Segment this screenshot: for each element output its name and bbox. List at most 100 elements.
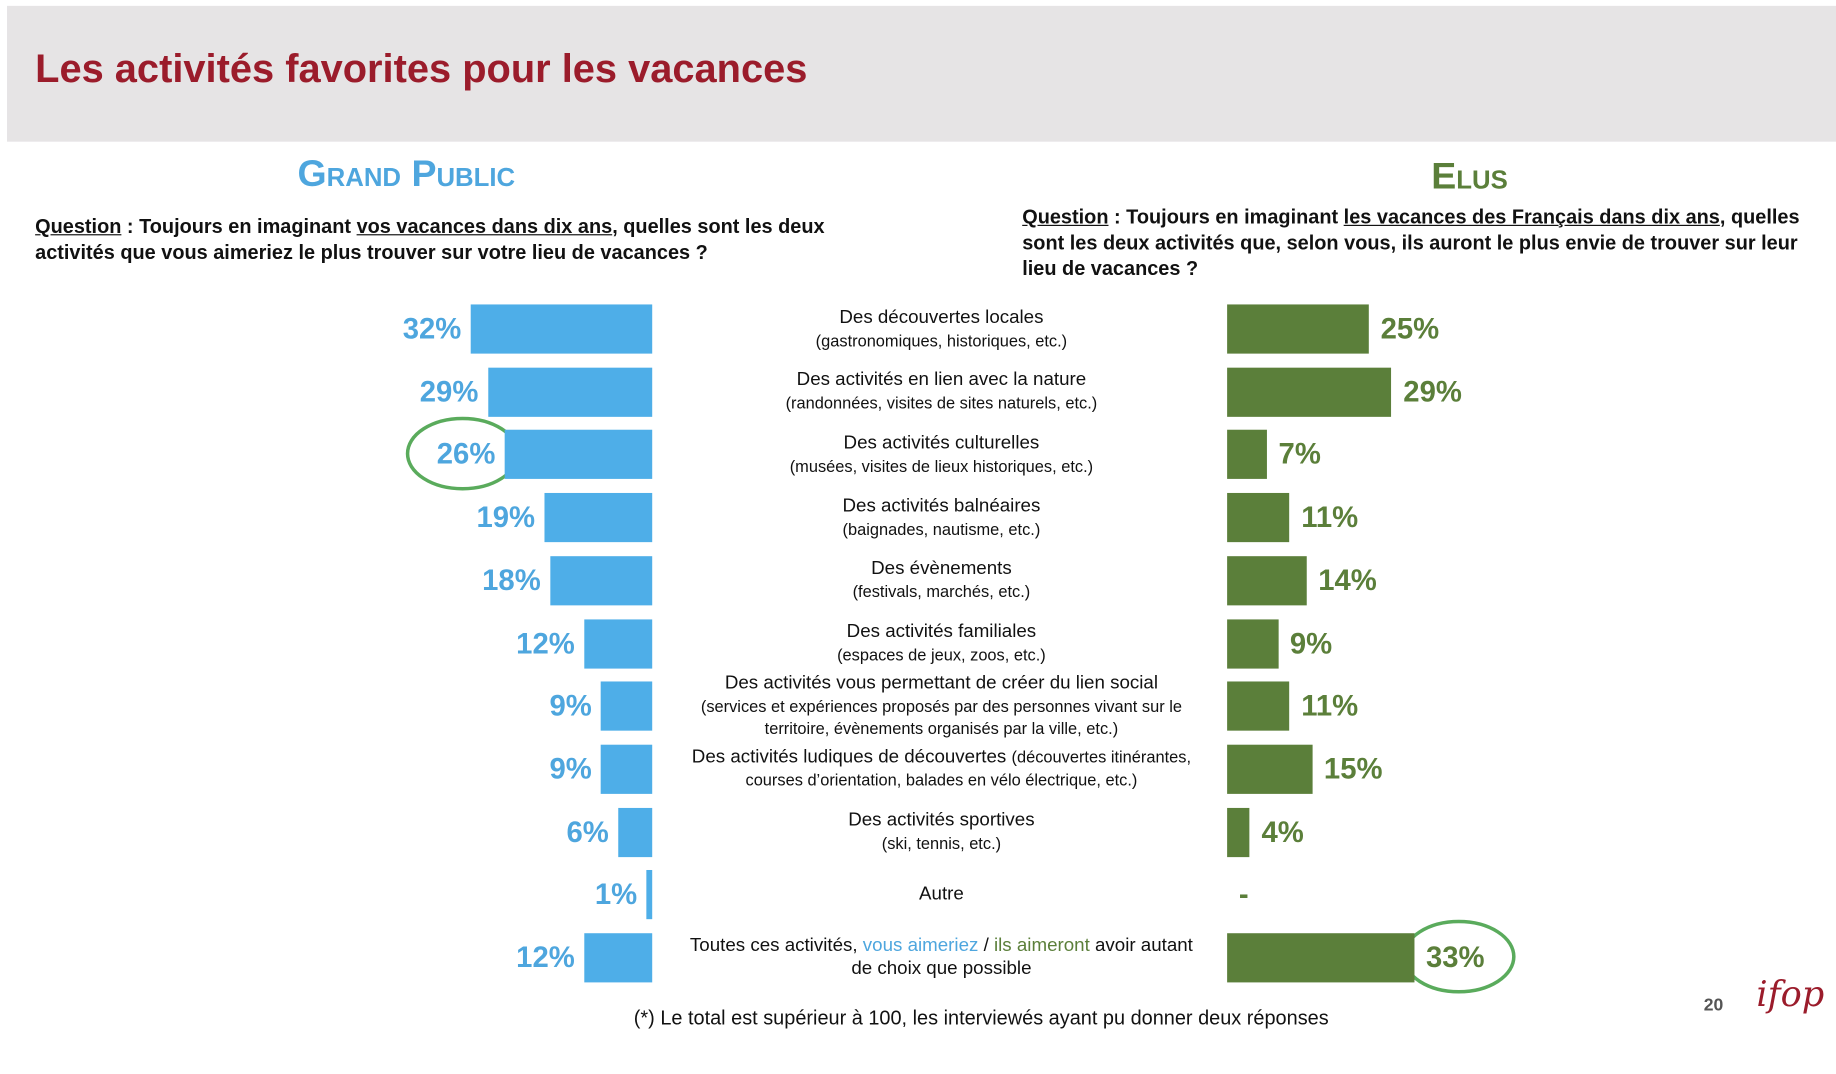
category-label: Des découvertes locales (gastronomiques, … xyxy=(684,294,1199,364)
category-main: Des évènements xyxy=(871,558,1012,579)
category-label: Des évènements (festivals, marchés, etc.) xyxy=(684,545,1199,615)
bar xyxy=(1227,681,1290,731)
value-label: 4% xyxy=(1261,815,1304,849)
category-text: Des activités ludiques de découvertes (d… xyxy=(684,746,1199,793)
bar xyxy=(584,618,653,669)
value-label: 9% xyxy=(549,752,592,786)
value-label: 9% xyxy=(549,689,592,723)
category-text: Autre xyxy=(684,883,1199,906)
category-note: (découvertes itinérantes, courses d’orie… xyxy=(745,746,1192,790)
bar xyxy=(487,367,653,417)
category-main: Des activités balnéaires xyxy=(842,495,1041,516)
category-text: Des découvertes locales xyxy=(684,306,1199,329)
bar xyxy=(1227,933,1415,983)
bar xyxy=(504,430,653,480)
category-segment: ils aimeront xyxy=(993,935,1090,956)
category-text: Des activités familiales xyxy=(684,621,1199,644)
value-label: 12% xyxy=(516,941,575,975)
category-label: Des activités sportives (ski, tennis, etc… xyxy=(684,797,1199,867)
category-text: Toutes ces activités, vous aimeriez / il… xyxy=(684,934,1199,981)
category-main: Des activités ludiques de découvertes xyxy=(691,746,1007,767)
bar xyxy=(1227,367,1392,417)
bar xyxy=(470,304,653,354)
value-label: 1% xyxy=(594,878,638,912)
value-label: 25% xyxy=(1380,312,1440,346)
bar xyxy=(1227,744,1313,794)
category-note: (festivals, marchés, etc.) xyxy=(852,582,1031,602)
value-label: 26% xyxy=(436,438,496,472)
category-segment: vous aimeriez xyxy=(862,935,979,956)
bar xyxy=(601,744,653,794)
category-segment: / xyxy=(978,935,994,956)
value-label: 19% xyxy=(476,501,536,535)
question-text: , quelles sont les deux activités que, s… xyxy=(1022,206,1800,280)
slide-title: Les activités favorites pour les vacance… xyxy=(35,46,808,92)
panel-title: Elus xyxy=(1431,154,1508,197)
category-label: Des activités en lien avec la nature (ran… xyxy=(684,357,1199,427)
category-text: Des évènements xyxy=(684,558,1199,581)
value-label: 14% xyxy=(1318,564,1377,597)
category-text: Des activités balnéaires xyxy=(684,495,1199,518)
bar xyxy=(601,681,653,731)
question-label: Question xyxy=(1022,206,1109,229)
category-text: Des activités vous permettant de créer d… xyxy=(684,672,1199,695)
value-label: 15% xyxy=(1323,752,1383,786)
question-label: Question xyxy=(35,215,122,238)
footnote: (*) Le total est supérieur à 100, les in… xyxy=(633,1006,1329,1030)
category-text: Des activités en lien avec la nature xyxy=(684,369,1199,392)
category-note: (services et expériences proposés par de… xyxy=(700,696,1182,738)
question-text: , quelles sont les deux activités que vo… xyxy=(35,215,825,264)
category-main: Des activités culturelles xyxy=(843,433,1040,454)
bar xyxy=(1227,493,1290,543)
question-text: : Toujours en imaginant xyxy=(1108,206,1344,229)
value-label: 32% xyxy=(402,312,462,346)
question-emphasis: vos vacances dans dix ans xyxy=(356,215,613,238)
category-label: Des activités familiales (espaces de jeux… xyxy=(684,608,1199,678)
question-text: : Toujours en imaginant xyxy=(121,215,357,238)
bar xyxy=(550,555,653,606)
header-band xyxy=(7,5,1836,142)
value-label: 11% xyxy=(1301,501,1359,535)
question: Question : Toujours en imaginant vos vac… xyxy=(35,214,843,266)
value-label: 6% xyxy=(566,815,609,849)
bar xyxy=(584,933,653,983)
logo: ifop xyxy=(1756,974,1825,1016)
category-note: (gastronomiques, historiques, etc.) xyxy=(815,330,1068,350)
bar xyxy=(1227,807,1250,857)
value-label: 7% xyxy=(1278,438,1321,472)
bar xyxy=(1227,430,1267,480)
bar xyxy=(1227,555,1307,606)
category-label: Des activités vous permettant de créer d… xyxy=(684,671,1199,741)
bar xyxy=(1227,304,1369,354)
value-label: 29% xyxy=(1403,375,1462,409)
value-label: 11% xyxy=(1301,689,1359,723)
category-label: Des activités culturelles (musées, visite… xyxy=(684,420,1199,490)
category-label: Des activités balnéaires (baignades, naut… xyxy=(684,483,1199,553)
bar xyxy=(618,807,653,857)
value-label: 12% xyxy=(516,627,575,660)
bar xyxy=(544,493,653,543)
panel-title: Grand Public xyxy=(297,152,516,195)
category-label: Des activités ludiques de découvertes (d… xyxy=(684,734,1199,804)
category-main: Des activités vous permettant de créer d… xyxy=(724,673,1159,694)
category-main: Des activités en lien avec la nature xyxy=(796,370,1087,391)
page-number: 20 xyxy=(1703,995,1724,1016)
question-emphasis: les vacances des Français dans dix ans xyxy=(1343,206,1720,229)
category-note: (baignades, nautisme, etc.) xyxy=(842,519,1041,539)
category-label: Autre xyxy=(684,860,1199,930)
category-text: Des activités sportives xyxy=(684,809,1199,832)
value-label: 18% xyxy=(482,564,541,597)
value-label: 9% xyxy=(1289,627,1333,660)
question: Question : Toujours en imaginant les vac… xyxy=(1022,205,1818,282)
value-label: 33% xyxy=(1425,941,1485,975)
category-note: (musées, visites de lieux historiques, e… xyxy=(789,456,1094,476)
category-note: (espaces de jeux, zoos, etc.) xyxy=(837,645,1046,664)
category-main: Autre xyxy=(919,884,964,905)
category-main: Des activités familiales xyxy=(846,621,1037,642)
bar xyxy=(1227,618,1279,669)
category-label: Toutes ces activités, vous aimeriez / il… xyxy=(684,923,1199,993)
bar xyxy=(646,870,653,920)
category-text: Des activités culturelles xyxy=(684,432,1199,455)
